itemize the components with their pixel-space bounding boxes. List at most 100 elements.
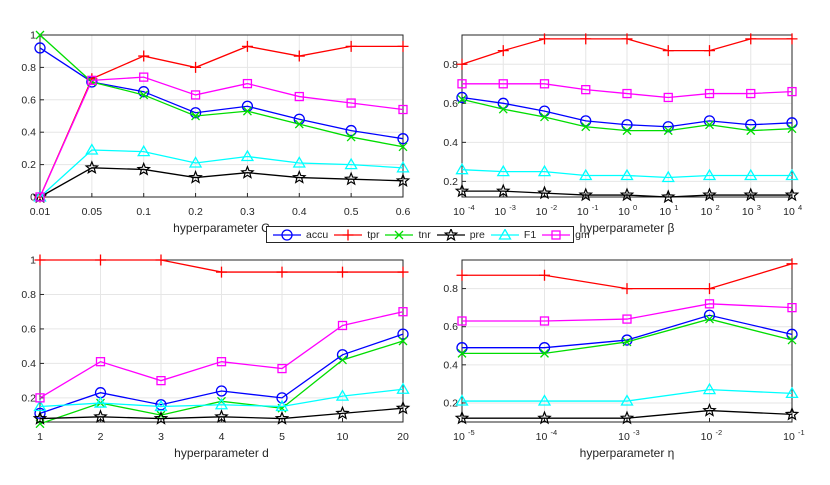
panel-beta-point-F1 [702, 168, 717, 181]
panel-d-line-pre [39, 407, 404, 420]
panel-beta-line-accu [461, 96, 793, 128]
panel-eta-xtick-label: 10 [536, 431, 548, 443]
panel-c-point-tnr [346, 132, 356, 142]
panel-beta-point-pre [495, 183, 511, 198]
panel-beta-series-tpr [456, 33, 798, 70]
panel-c-point-pre [395, 173, 411, 187]
panel-eta-point-F1 [620, 394, 634, 406]
panel-beta-point-pre [702, 187, 717, 202]
panel-beta-xtick-label: 10 [783, 206, 795, 218]
panel-c-point-tpr [293, 50, 305, 62]
panel-beta-point-pre [784, 187, 800, 202]
panel-beta-xtick-exponent: -1 [592, 203, 599, 212]
legend-marker-accu [281, 228, 293, 241]
panel-d-xtick-label: 1 [37, 431, 43, 443]
panel-c-point-F1 [240, 149, 255, 162]
panel-beta-point-accu [662, 121, 674, 133]
panel-eta-series-gm [457, 299, 797, 326]
panel-d-ytick-label: 1 [30, 255, 36, 267]
panel-d-point-F1 [214, 397, 229, 410]
panel-d-xlabel: hyperparameter d [174, 446, 269, 460]
panel-eta-point-F1 [702, 382, 717, 395]
panel-c-point-gm [398, 104, 408, 115]
panel-beta-point-tpr [662, 45, 674, 57]
panel-c-series-pre [32, 160, 411, 204]
panel-eta-xtick-exponent: -1 [798, 428, 805, 437]
panel-eta-point-pre [702, 402, 717, 417]
panel-c-point-accu [345, 124, 357, 137]
panel-beta-xtick-exponent: 1 [674, 203, 678, 212]
panel-eta-point-gm [457, 316, 467, 326]
panel-beta-point-pre [743, 187, 759, 202]
panel-c-xtick-label: 0.5 [344, 206, 359, 218]
panel-c-point-accu [34, 42, 46, 54]
panel-eta-xtick-label: 10 [701, 431, 713, 443]
panel-eta-point-tpr [786, 258, 798, 270]
panel-eta-ytick-label: 0.6 [443, 321, 458, 333]
panel-beta-point-accu [456, 91, 468, 104]
panel-d-point-F1 [396, 382, 410, 394]
panel-eta-series-tpr [456, 258, 798, 295]
panel-beta-point-tnr [746, 126, 756, 136]
panel-d-point-gm [156, 375, 166, 386]
panel-eta-point-tpr [539, 269, 550, 281]
panel-d-point-gm [216, 357, 227, 367]
panel-eta-series-tnr [457, 314, 797, 358]
legend-label-accu: accu [306, 228, 329, 241]
panel-beta-point-gm [746, 88, 756, 99]
panel-d-point-F1 [275, 399, 289, 412]
panel-d-series-gm [35, 307, 408, 403]
panel-c-point-tnr [294, 119, 304, 129]
panel-c-point-gm [242, 78, 253, 89]
panel-beta-point-pre [537, 185, 552, 200]
panel-c-point-F1 [344, 157, 358, 170]
panel-d-series-pre [32, 400, 411, 425]
panel-beta-point-F1 [455, 162, 469, 175]
panel-c-point-pre [240, 165, 255, 179]
panel-beta-point-gm [787, 86, 797, 97]
panel-d-xtick-label: 5 [279, 431, 285, 443]
panel-c-point-gm [87, 75, 97, 86]
panel-beta-point-tnr [787, 124, 797, 134]
panel-c-xtick-label: 0.05 [82, 206, 103, 218]
panel-beta-xlabel: hyperparameter β [580, 221, 675, 235]
panel-d-xtick-label: 10 [337, 431, 349, 443]
legend-label-gm: gm [575, 228, 590, 241]
legend: accu tpr tnr pre F1 gm [266, 226, 590, 243]
panel-beta-point-pre [619, 187, 635, 202]
panel-eta-ytick-label: 0.2 [443, 397, 458, 409]
panel-d-point-tpr [216, 266, 227, 278]
panel-beta-point-tnr [498, 104, 508, 114]
panel-c-line-gm [39, 76, 404, 198]
panel-d-point-pre [335, 405, 350, 420]
panel-c-ytick-label: 0.4 [21, 127, 36, 139]
panel-d-point-F1 [33, 399, 47, 412]
panel-eta-point-tnr [457, 348, 467, 358]
panel-d-xtick-label: 3 [158, 431, 164, 443]
panel-beta-point-tpr [497, 45, 509, 57]
panel-d-point-tpr [337, 266, 348, 278]
panel-beta-xtick-label: 10 [536, 206, 548, 218]
panel-c-point-F1 [137, 144, 151, 157]
panel-beta-series-gm [457, 79, 797, 103]
panel-c-point-tpr [138, 50, 150, 62]
legend-marker-tnr [394, 230, 404, 239]
panel-beta-point-accu [703, 115, 716, 127]
panel-c-line-tnr [39, 34, 404, 148]
legend-marker-tpr [342, 229, 354, 240]
panel-eta-xtick-exponent: -3 [633, 428, 640, 437]
panel-eta-xlabel: hyperparameter η [580, 446, 675, 460]
panel-eta-ytick-label: 0.8 [443, 283, 458, 295]
panel-d-point-pre [274, 410, 290, 425]
legend-marker-F1 [498, 228, 512, 240]
panel-d-point-pre [93, 409, 108, 424]
panel-beta-point-pre [660, 189, 676, 204]
legend-label-tnr: tnr [418, 228, 431, 241]
panel-d-series-accu [34, 328, 409, 420]
panel-eta-point-accu [703, 309, 716, 321]
panel-d-series-tpr [34, 254, 409, 278]
panel-c-point-accu [397, 133, 409, 145]
legend-label-F1: F1 [523, 228, 537, 241]
panel-c-point-tpr [241, 40, 253, 52]
panel-beta-point-tpr [580, 33, 592, 45]
